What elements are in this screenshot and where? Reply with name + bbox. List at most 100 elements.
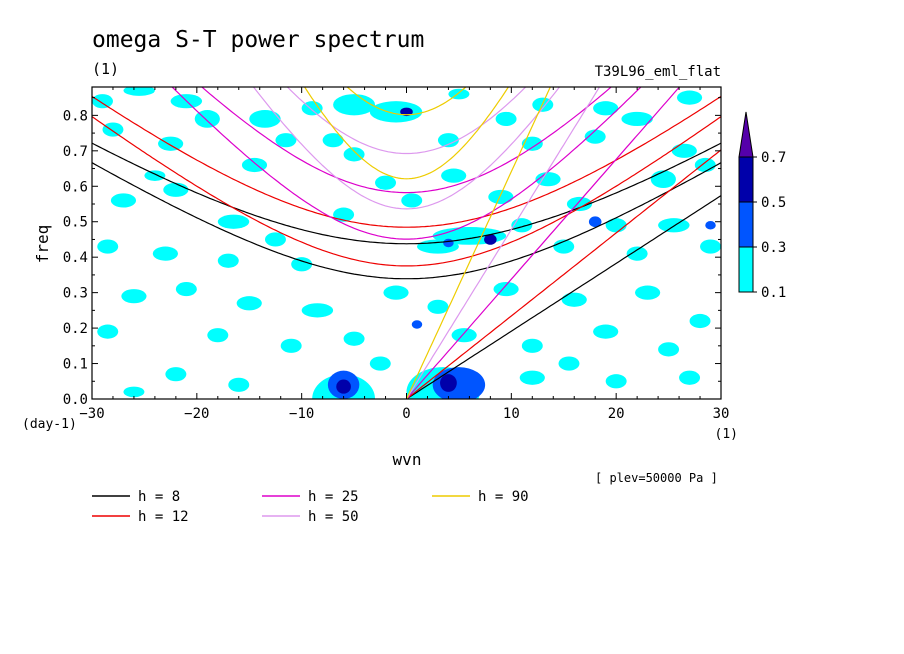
contour-patch xyxy=(561,292,587,307)
dispersion-curve-gravity xyxy=(252,87,561,210)
colorbar: 0.1 0.3 0.5 0.7 xyxy=(738,111,786,301)
x-tick-label: −20 xyxy=(184,406,209,422)
dispersion-curve-gravity xyxy=(92,142,721,245)
contour-patch xyxy=(676,90,703,105)
contour-patch xyxy=(566,196,593,212)
contour-patch xyxy=(584,129,606,144)
y-axis-units: (day-1) xyxy=(22,417,77,432)
contour-patch xyxy=(694,157,716,173)
legend-label: h = 12 xyxy=(138,509,189,525)
dispersion-curves xyxy=(92,87,721,399)
contour-patch xyxy=(163,182,189,197)
contour-patch xyxy=(411,320,423,329)
contour-patch xyxy=(264,232,286,247)
x-axis: −30 −20 −10 0 10 20 30 xyxy=(79,87,729,422)
contour-patch xyxy=(451,328,477,343)
legend-label: h = 25 xyxy=(308,489,359,505)
contour-patch xyxy=(333,94,376,116)
contour-patch xyxy=(519,370,545,385)
colorbar-extend-arrow xyxy=(738,111,754,158)
colorbar-label: 0.5 xyxy=(761,195,786,211)
y-tick-label: 0.5 xyxy=(63,215,88,231)
y-tick-label: 0.0 xyxy=(63,392,88,408)
contour-patch xyxy=(401,193,423,208)
contour-patch xyxy=(593,101,619,116)
contour-patch xyxy=(427,299,449,314)
contour-patch xyxy=(605,374,627,389)
contour-patch xyxy=(207,328,229,343)
contour-patch xyxy=(605,218,627,233)
x-axis-units: (1) xyxy=(715,427,738,442)
contour-patch xyxy=(535,172,561,187)
contour-patch xyxy=(343,147,365,162)
run-label: T39L96_eml_flat xyxy=(595,64,721,80)
contour-patch xyxy=(236,296,262,311)
contour-patch xyxy=(705,221,716,230)
contour-patch xyxy=(493,282,519,297)
contour-patch xyxy=(400,107,413,117)
contour-patch xyxy=(700,239,721,254)
contour-patch xyxy=(152,246,178,261)
contour-patch xyxy=(97,324,119,339)
chart-title: omega S-T power spectrum xyxy=(92,27,424,53)
dispersion-curve-gravity xyxy=(346,87,467,116)
contour-patch xyxy=(443,238,454,248)
contour-patches xyxy=(92,87,721,399)
y-axis: 0.0 0.1 0.2 0.3 0.4 0.5 0.6 0.7 0.8 xyxy=(63,97,721,408)
legend-label: h = 90 xyxy=(478,489,529,505)
legend: h = 8 h = 12 h = 25 h = 50 h = 90 xyxy=(92,489,529,525)
contour-patch xyxy=(175,282,197,297)
contour-patch xyxy=(123,87,155,96)
colorbar-label: 0.7 xyxy=(761,150,786,166)
contour-patch xyxy=(217,214,250,229)
colorbar-label: 0.3 xyxy=(761,240,786,256)
contour-patch xyxy=(521,136,543,151)
colorbar-segment xyxy=(738,156,754,203)
colorbar-segment xyxy=(738,201,754,248)
contour-patch xyxy=(658,342,680,357)
contour-patch xyxy=(275,133,297,148)
y-tick-label: 0.7 xyxy=(63,144,88,160)
legend-label: h = 50 xyxy=(308,509,359,525)
contour-patch xyxy=(521,338,543,353)
dispersion-curve-gravity xyxy=(171,87,642,240)
contour-patch xyxy=(144,170,166,181)
contour-patch xyxy=(689,313,711,329)
x-tick-label: 10 xyxy=(503,406,520,422)
contour-patch xyxy=(301,303,334,318)
contour-patch xyxy=(92,94,113,109)
dispersion-curve-gravity xyxy=(303,87,510,180)
contour-patch xyxy=(165,367,187,382)
contour-patch xyxy=(553,239,575,254)
contour-patch xyxy=(249,110,281,128)
contour-patch xyxy=(588,216,602,228)
contour-patch xyxy=(495,111,517,126)
contour-patch xyxy=(383,285,409,300)
dispersion-curve-kelvin xyxy=(406,149,721,399)
contour-patch xyxy=(217,253,239,268)
contour-patch xyxy=(121,289,147,304)
plot-frame xyxy=(91,86,722,400)
contour-patch xyxy=(322,133,344,148)
x-tick-label: 30 xyxy=(713,406,730,422)
contour-patch xyxy=(369,356,391,371)
y-tick-label: 0.1 xyxy=(63,357,88,373)
legend-label: h = 8 xyxy=(138,489,180,505)
contour-patch xyxy=(635,285,661,300)
colorbar-segment xyxy=(738,246,754,293)
dispersion-curve-kelvin xyxy=(405,87,551,399)
contour-patch xyxy=(441,168,467,183)
contour-patch xyxy=(336,379,351,394)
dispersion-curve-kelvin xyxy=(405,87,601,399)
contour-patch xyxy=(97,239,119,254)
contour-patch xyxy=(650,170,676,189)
contour-patch xyxy=(123,386,145,398)
units-label: (1) xyxy=(92,60,119,78)
contour-patch xyxy=(558,356,580,371)
contour-patch xyxy=(488,189,514,204)
contour-patch xyxy=(343,331,365,346)
contour-patch xyxy=(621,111,653,126)
contour-patch xyxy=(484,234,497,245)
contour-patch xyxy=(626,246,648,261)
contour-patch xyxy=(440,374,457,392)
